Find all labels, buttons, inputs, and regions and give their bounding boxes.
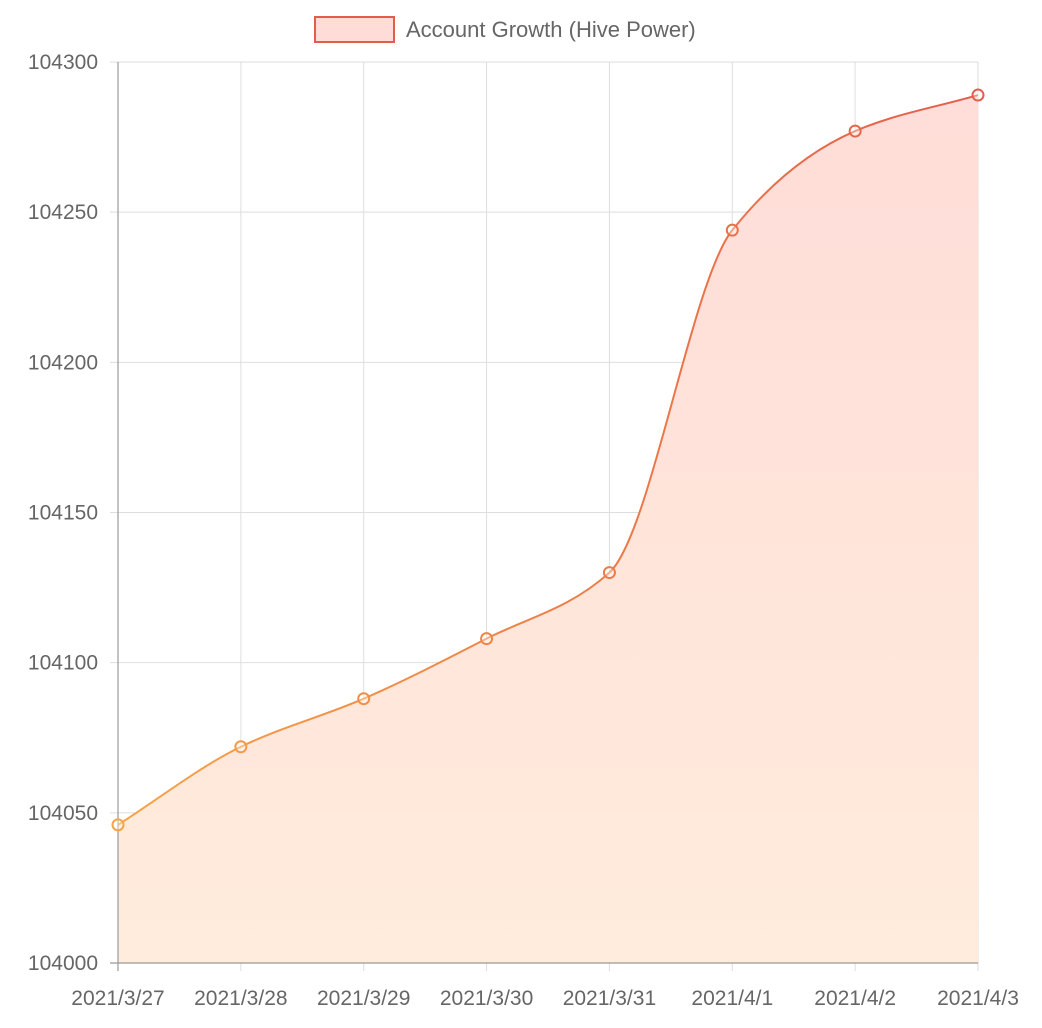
series-line-layer (117, 94, 979, 826)
x-tick-label: 2021/3/28 (194, 987, 287, 1010)
y-tick-labels: 104000 104050 104100 104150 104200 104250 1043… (28, 51, 98, 975)
legend-label: Account Growth (Hive Power) (406, 17, 696, 42)
data-point[interactable] (971, 88, 985, 102)
data-point[interactable] (848, 124, 862, 138)
x-tick-label: 2021/4/1 (691, 987, 773, 1010)
series-line (117, 94, 979, 826)
data-points (111, 88, 985, 832)
x-tick-label: 2021/3/27 (71, 987, 164, 1010)
y-tick-label: 104300 (28, 51, 98, 74)
data-point[interactable] (111, 818, 125, 832)
y-tick-label: 104000 (28, 952, 98, 975)
area-fill-layer (118, 95, 978, 963)
y-tick-label: 104150 (28, 502, 98, 525)
y-tick-label: 104200 (28, 351, 98, 374)
x-tick-label: 2021/4/2 (814, 987, 896, 1010)
x-tick-label: 2021/3/29 (317, 987, 410, 1010)
legend-swatch[interactable] (314, 16, 395, 43)
x-tick-labels: 2021/3/27 2021/3/28 2021/3/29 2021/3/30 2021… (71, 987, 1019, 1010)
x-tick-label: 2021/3/30 (440, 987, 533, 1010)
data-point[interactable] (725, 223, 739, 237)
data-point[interactable] (357, 692, 371, 706)
y-tick-label: 104100 (28, 652, 98, 675)
data-point[interactable] (602, 566, 616, 580)
series-area-fill (118, 95, 978, 963)
y-tick-label: 104050 (28, 802, 98, 825)
x-tick-label: 2021/3/31 (563, 987, 656, 1010)
legend: Account Growth (Hive Power) (314, 16, 696, 43)
data-point[interactable] (234, 740, 248, 754)
x-tick-label: 2021/4/3 (937, 987, 1019, 1010)
data-point[interactable] (480, 632, 494, 646)
y-tick-label: 104250 (28, 201, 98, 224)
